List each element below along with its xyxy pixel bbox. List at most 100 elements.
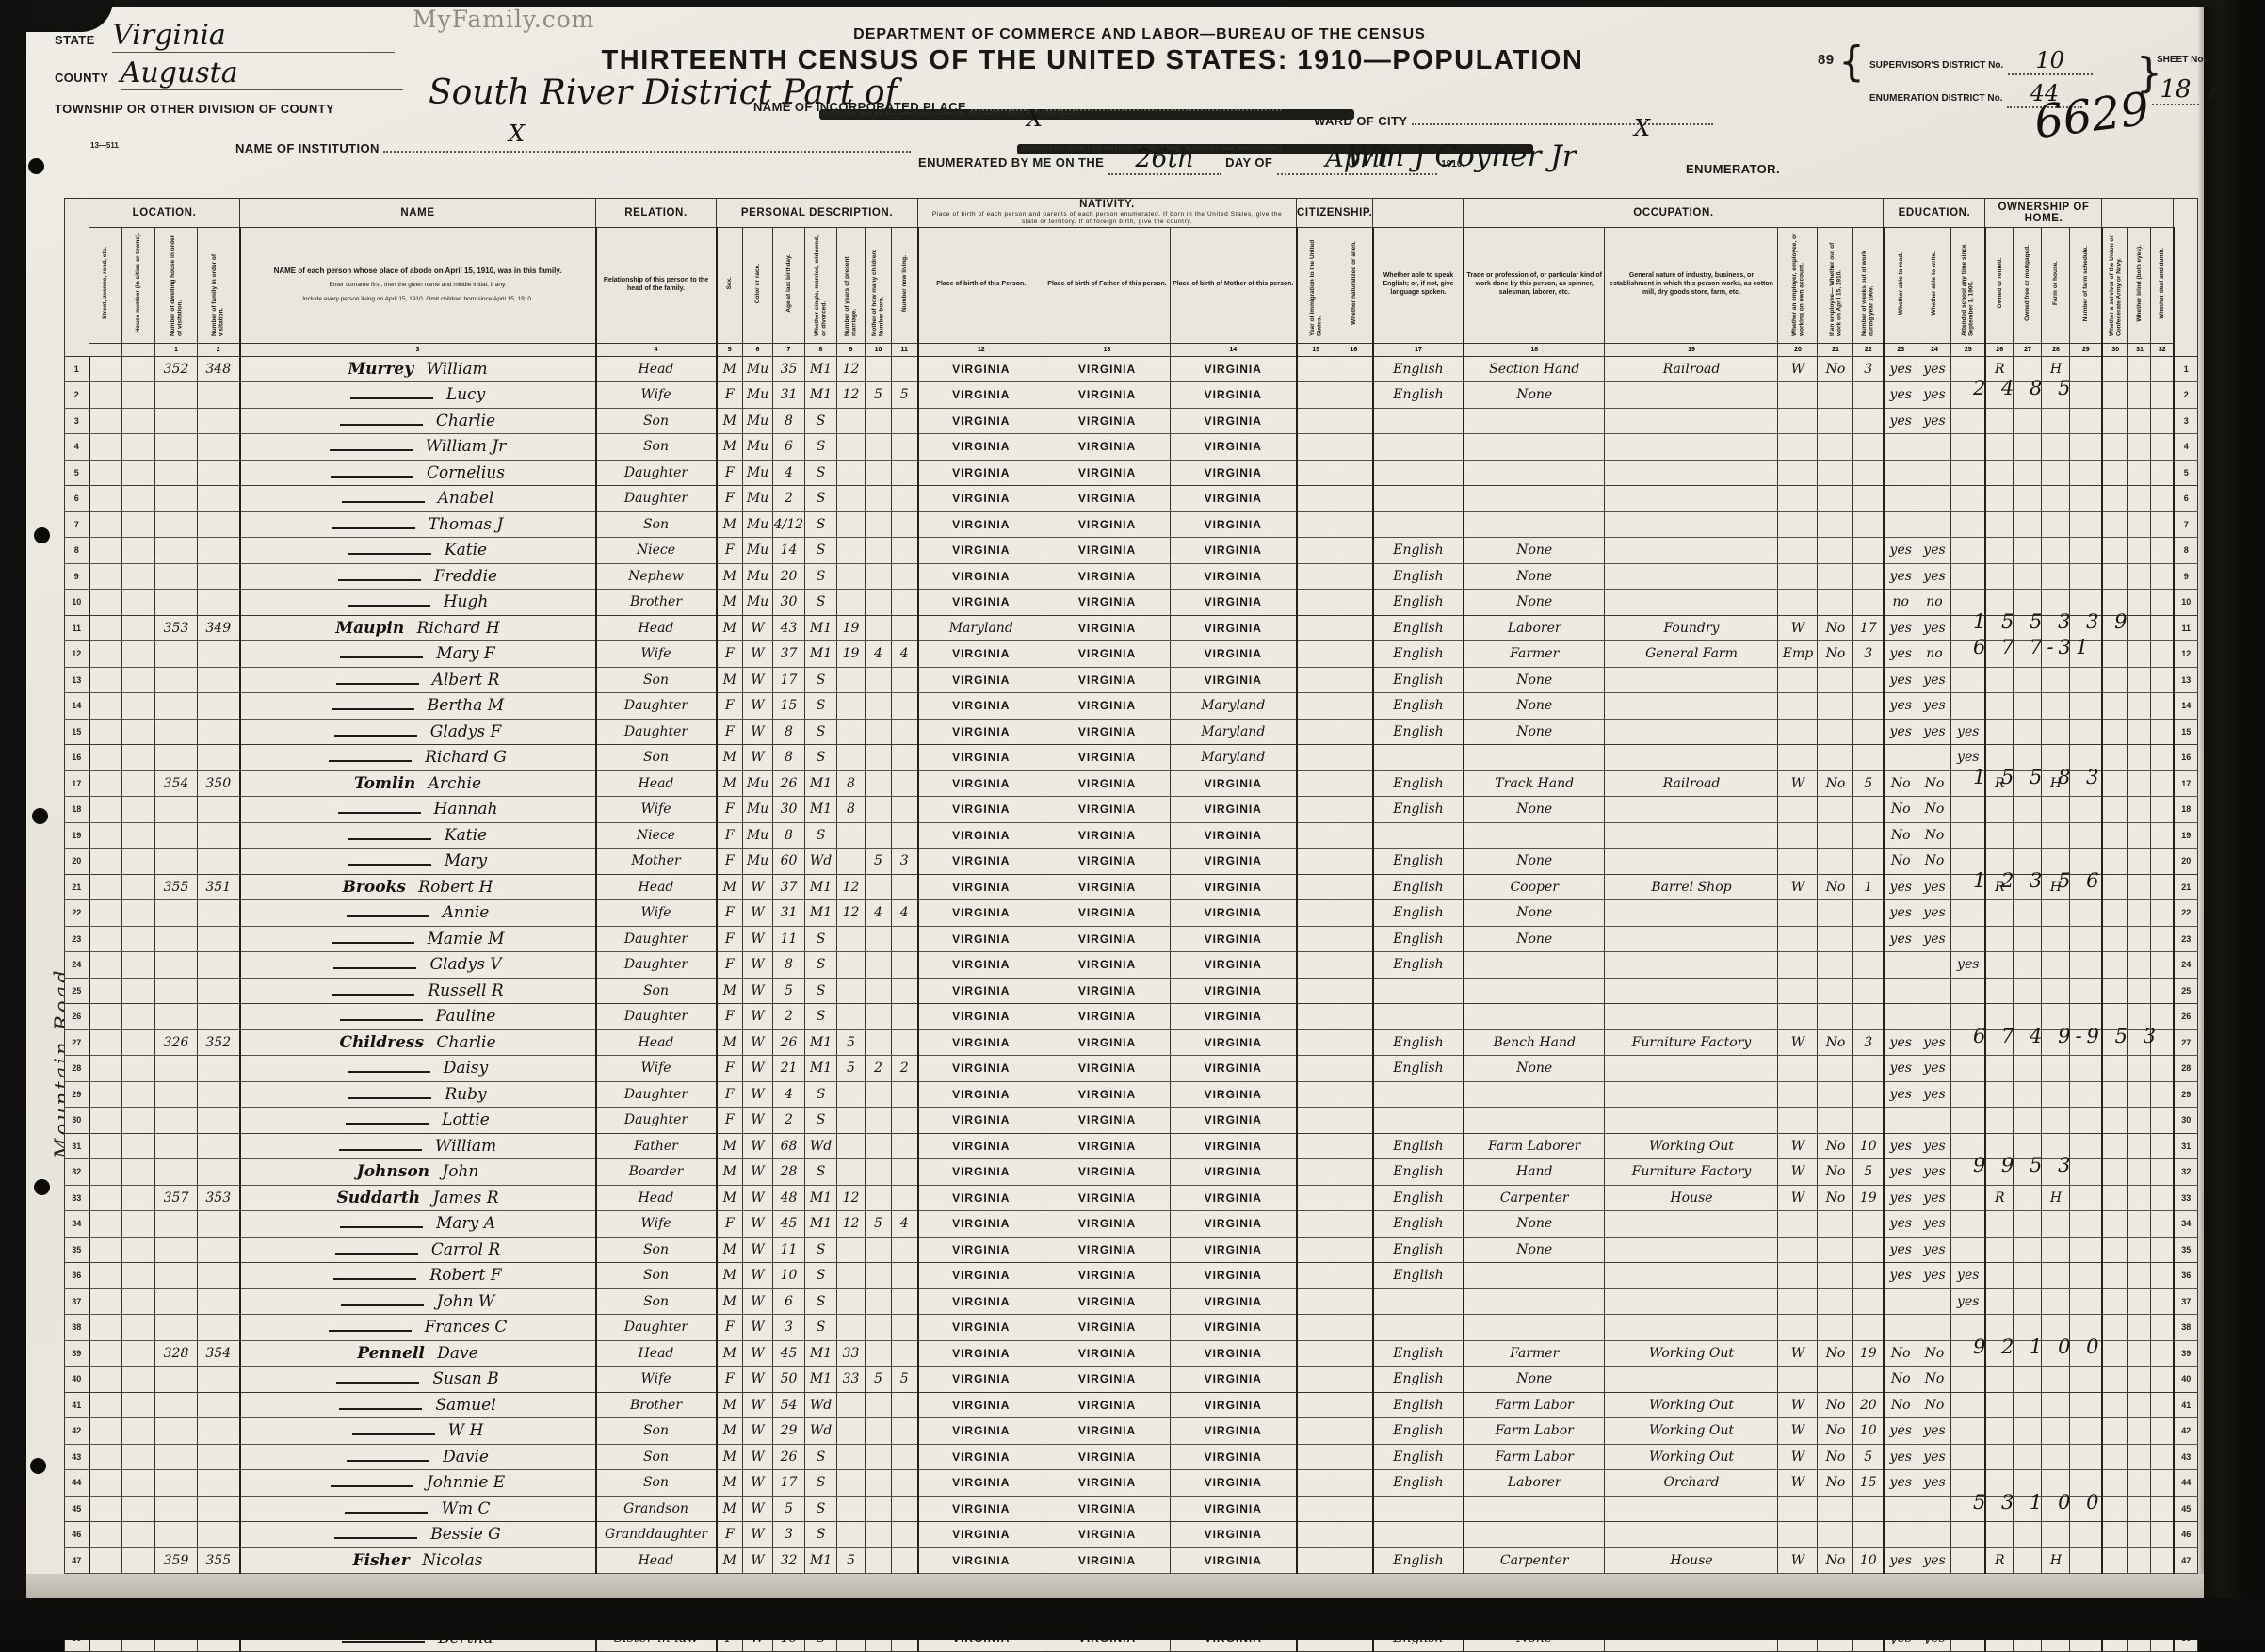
cell-nat <box>1334 899 1374 927</box>
col-number-imm: 15 <box>1296 342 1335 357</box>
given-name: Samuel <box>435 1395 496 1415</box>
cell-nat <box>1334 1185 1374 1212</box>
cell-sex: M <box>716 1392 743 1419</box>
handwritten-entry: 10 <box>780 1268 798 1284</box>
handwritten-entry: Maryland <box>1201 698 1266 714</box>
handwritten-entry: 357 <box>163 1190 189 1206</box>
handwritten-entry: 348 <box>205 361 232 377</box>
birthplace-stamp: VIRGINIA <box>1204 1553 1262 1567</box>
handwritten-entry: Wife <box>640 1371 671 1387</box>
given-name: Freddie <box>433 566 498 586</box>
cell-imm <box>1296 1081 1335 1109</box>
handwritten-entry: 354 <box>205 1345 232 1361</box>
cell-mort <box>2013 433 2043 461</box>
cell-cl <box>891 1237 919 1264</box>
cell-yrs: 33 <box>836 1340 866 1368</box>
handwritten-entry: M1 <box>809 1061 833 1077</box>
cell-lang: English <box>1372 1158 1464 1186</box>
cell-mort <box>2013 537 2043 564</box>
cell-fh <box>2041 1262 2071 1289</box>
cell-lang: English <box>1372 719 1464 746</box>
cell-trade: Farmer <box>1463 1340 1606 1368</box>
cell-wr: yes <box>1917 356 1952 383</box>
cell-sch <box>1950 692 1986 720</box>
census-row: 8 Katie Niece F Mu 14 S VIRGINIA VIRGINIA VIRGINI… <box>64 537 2199 564</box>
birthplace-stamp: VIRGINIA <box>1204 1372 1262 1386</box>
cell-dw: 328 <box>154 1340 198 1368</box>
birthplace-stamp: VIRGINIA <box>952 983 1011 997</box>
handwritten-entry: No <box>1825 1397 1846 1413</box>
surname-ditto-line <box>348 854 431 866</box>
cell-sch <box>1950 978 1986 1005</box>
cell-farmno <box>2069 848 2103 875</box>
cell-deaf <box>2150 1288 2175 1316</box>
cell-farmno <box>2069 1262 2103 1289</box>
cell-nat <box>1334 1521 1374 1548</box>
census-row: 6 Anabel Daughter F Mu 2 S VIRGINIA VIRGINIA VIRG… <box>64 485 2199 512</box>
handwritten-entry: S <box>816 1500 826 1516</box>
township-label: TOWNSHIP OR OTHER DIVISION OF COUNTY <box>55 102 335 116</box>
handwritten-entry: yes <box>1923 413 1946 429</box>
handwritten-entry: English <box>1393 775 1444 791</box>
cell-house <box>121 667 155 694</box>
cell-blind <box>2127 926 2152 953</box>
cell-name: Mary <box>239 848 597 875</box>
cell-ow <box>1817 1237 1854 1264</box>
cell-n: 4 <box>64 433 90 461</box>
scan-edge-right <box>2197 0 2265 1640</box>
cell-ow <box>1817 1496 1854 1523</box>
cell-bp: VIRGINIA <box>917 1029 1044 1057</box>
cell-bp: VIRGINIA <box>917 822 1044 850</box>
cell-lang: English <box>1372 589 1464 616</box>
cell-wr: yes <box>1917 1417 1952 1445</box>
cell-fh: H <box>2041 1547 2071 1575</box>
cell-dw: 352 <box>154 356 198 383</box>
cell-cb <box>865 1340 892 1368</box>
handwritten-entry: M1 <box>809 387 833 403</box>
cell-yrs <box>836 1107 866 1134</box>
handwritten-entry: M <box>722 775 736 791</box>
cell-wks <box>1852 408 1885 435</box>
cell-deaf <box>2150 589 2175 616</box>
handwritten-entry: Wd <box>809 853 833 869</box>
birthplace-stamp: VIRGINIA <box>1204 1501 1262 1515</box>
handwritten-entry: R <box>1994 775 2005 791</box>
handwritten-entry: yes <box>1889 1241 1912 1257</box>
cell-sch <box>1950 563 1986 591</box>
cell-own <box>1984 589 2014 616</box>
cell-trade: Cooper <box>1463 874 1606 901</box>
cell-bp: VIRGINIA <box>917 1055 1044 1082</box>
cell-nat <box>1334 1366 1374 1393</box>
handwritten-entry: 4 <box>785 464 793 480</box>
cell-cb <box>865 1237 892 1264</box>
cell-cl <box>891 1107 919 1134</box>
handwritten-entry: Mu <box>746 543 769 559</box>
handwritten-entry: M <box>722 982 736 998</box>
cell-col: W <box>742 1547 773 1575</box>
cell-street <box>89 1262 122 1289</box>
cell-n: 7 <box>64 511 90 539</box>
cell-vet <box>2101 770 2129 798</box>
cell-blind <box>2127 744 2152 771</box>
handwritten-entry: S <box>816 594 826 610</box>
col-header-deaf: Whether deaf and dumb. <box>2150 226 2175 344</box>
col-header-fh: Farm or house. <box>2041 226 2071 344</box>
handwritten-entry: English <box>1393 853 1444 869</box>
cell-wr: yes <box>1917 1444 1952 1471</box>
cell-sch <box>1950 1055 1986 1082</box>
cell-lang <box>1372 744 1464 771</box>
cell-rel: Wife <box>595 1366 718 1393</box>
cell-rd: yes <box>1883 1237 1918 1264</box>
cell-rel: Head <box>595 770 718 798</box>
cell-cl: 3 <box>891 848 919 875</box>
cell-n: 9 <box>64 563 90 591</box>
handwritten-entry: F <box>724 957 735 973</box>
cell-cl <box>891 1029 919 1057</box>
cell-street <box>89 615 122 642</box>
handwritten-entry: R <box>1994 879 2005 895</box>
cell-cb <box>865 1262 892 1289</box>
cell-imm <box>1296 667 1335 694</box>
handwritten-entry: 5 <box>847 1061 855 1077</box>
cell-wks: 20 <box>1852 1392 1885 1419</box>
cell-own <box>1984 1366 2014 1393</box>
